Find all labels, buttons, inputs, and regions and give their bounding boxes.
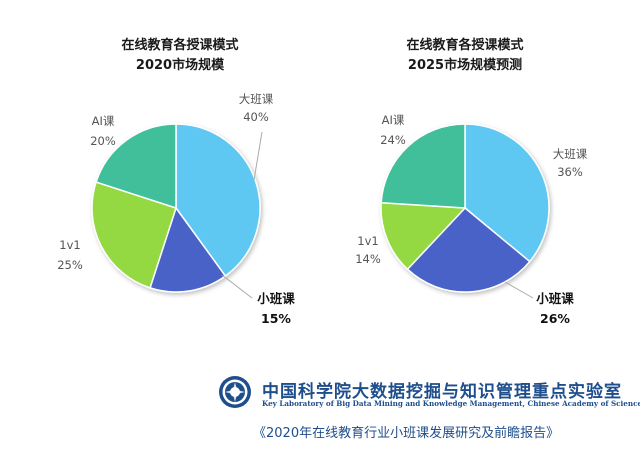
chart-title-line2: 2020市场规模	[135, 58, 225, 73]
pie-slice-1v1	[380, 201, 467, 271]
report-title: 《2020年在线教育行业小班课发展研究及前瞻报告》	[253, 426, 560, 441]
slice-value-label: 20%	[90, 134, 116, 148]
pie-slice-大班课	[175, 123, 261, 278]
slice-value-label: 14%	[355, 252, 381, 266]
slice-label: 大班课	[239, 92, 274, 106]
slice-label: AI课	[382, 113, 405, 127]
leader-line	[221, 274, 253, 299]
chart-title-2025: 在线教育各授课模式 2025市场规模预测	[345, 36, 585, 76]
pie-slice-1v1	[91, 181, 177, 289]
pie-slice-小班课	[406, 206, 531, 293]
pie-0	[91, 123, 261, 293]
slice-label: 大班课	[553, 147, 588, 161]
slice-value-label: 24%	[380, 133, 406, 147]
pie-slice-AI课	[95, 123, 177, 210]
chart-title-line1: 在线教育各授课模式	[121, 38, 239, 53]
pie-1	[380, 123, 550, 293]
pie-slice-大班课	[464, 123, 550, 263]
chart-title-line1: 在线教育各授课模式	[406, 38, 524, 53]
slice-label: AI课	[92, 114, 115, 128]
slice-value-label: 26%	[540, 311, 570, 326]
slice-value-label: 36%	[557, 165, 583, 179]
lab-name-cn: 中国科学院大数据挖掘与知识管理重点实验室	[262, 382, 622, 402]
cas-logo-icon	[219, 376, 251, 408]
leader-line	[253, 131, 263, 181]
slice-value-label: 25%	[57, 258, 83, 272]
pie-slice-小班课	[149, 206, 227, 293]
slice-value-label: 15%	[261, 311, 291, 326]
slice-label: 1v1	[357, 234, 378, 248]
slice-value-label: 40%	[243, 110, 269, 124]
slice-label: 1v1	[59, 238, 80, 252]
chart-title-2020: 在线教育各授课模式 2020市场规模	[60, 36, 300, 76]
lab-branding: 中国科学院大数据挖掘与知识管理重点实验室 Key Laboratory of B…	[218, 375, 640, 411]
slice-label: 小班课	[535, 291, 574, 306]
slice-label: 小班课	[256, 291, 295, 306]
chart-title-line2: 2025市场规模预测	[407, 58, 523, 73]
pie-slice-AI课	[380, 123, 466, 209]
leader-line	[504, 281, 534, 299]
lab-name-en: Key Laboratory of Big Data Mining and Kn…	[262, 399, 640, 408]
